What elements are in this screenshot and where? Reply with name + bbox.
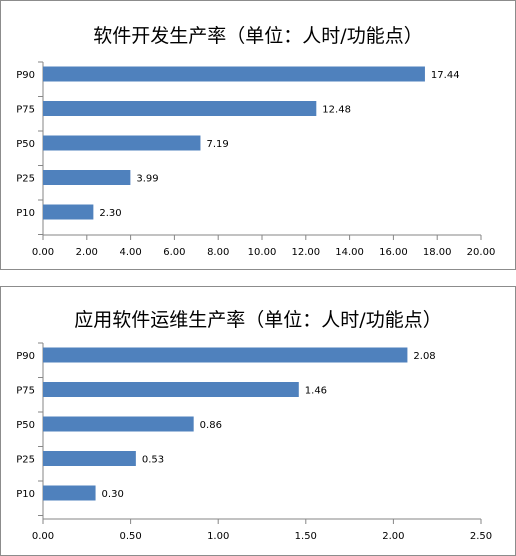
x-tick-label: 16.00 <box>379 247 408 258</box>
x-tick-label: 18.00 <box>423 247 452 258</box>
chart-plot-maintenance: 0.00 0.50 1.00 1.50 2.00 2.50 P90 2.08 P75 1.46 P5… <box>16 342 492 542</box>
bar-p75 <box>43 101 317 116</box>
category-label: P90 <box>16 70 35 81</box>
data-label: 1.46 <box>305 386 327 397</box>
x-tick-label: 12.00 <box>291 247 320 258</box>
x-tick-label: 1.00 <box>207 531 229 542</box>
chart-title: 应用软件运维生产率（单位：人时/功能点） <box>74 309 442 331</box>
x-tick-label: 0.00 <box>32 531 54 542</box>
x-tick-label: 20.00 <box>467 247 496 258</box>
bar-p50 <box>43 416 194 432</box>
data-label: 7.19 <box>206 139 228 150</box>
bar-p90 <box>43 66 425 82</box>
bar-p90 <box>43 347 408 363</box>
category-label: P25 <box>16 455 35 466</box>
chart-title: 软件开发生产率（单位：人时/功能点） <box>93 25 423 47</box>
x-tick-label: 6.00 <box>163 247 185 258</box>
x-tick-label: 0.50 <box>119 531 141 542</box>
category-label: P10 <box>16 208 35 219</box>
x-tick-label: 2.50 <box>470 531 492 542</box>
data-label: 0.53 <box>142 455 164 466</box>
data-label: 2.08 <box>413 351 435 362</box>
bar-p50 <box>43 135 201 151</box>
x-tick-label: 14.00 <box>335 247 364 258</box>
x-tick-label: 10.00 <box>248 247 277 258</box>
x-tick-label: 1.50 <box>295 531 317 542</box>
bar-p25 <box>43 170 131 185</box>
x-tick-label: 2.00 <box>382 531 404 542</box>
x-tick-label: 8.00 <box>207 247 229 258</box>
data-label: 2.30 <box>99 208 121 219</box>
category-label: P25 <box>16 174 35 185</box>
category-label: P75 <box>16 105 35 116</box>
chart-plot-development: 0.00 2.00 4.00 6.00 8.00 10.00 12.00 14.00 16.00… <box>16 61 496 258</box>
category-label: P50 <box>16 139 35 150</box>
category-label: P90 <box>16 351 35 362</box>
data-label: 12.48 <box>322 105 351 116</box>
category-label: P50 <box>16 420 35 431</box>
data-label: 3.99 <box>136 174 158 185</box>
bar-p25 <box>43 451 136 466</box>
bar-p75 <box>43 382 299 397</box>
data-label: 0.86 <box>200 420 222 431</box>
x-tick-label: 4.00 <box>119 247 141 258</box>
bar-p10 <box>43 204 94 220</box>
data-label: 17.44 <box>431 70 460 81</box>
x-tick-label: 0.00 <box>32 247 54 258</box>
category-label: P75 <box>16 386 35 397</box>
category-label: P10 <box>16 489 35 500</box>
chart-panel-maintenance: 应用软件运维生产率（单位：人时/功能点） 0.00 0.50 1.00 1.50 2.0… <box>0 286 516 556</box>
bar-p10 <box>43 485 96 501</box>
data-label: 0.30 <box>102 489 124 500</box>
x-tick-label: 2.00 <box>76 247 98 258</box>
chart-panel-development: 软件开发生产率（单位：人时/功能点） 0.00 2.00 4.00 6.00 8.00 1… <box>0 0 516 270</box>
